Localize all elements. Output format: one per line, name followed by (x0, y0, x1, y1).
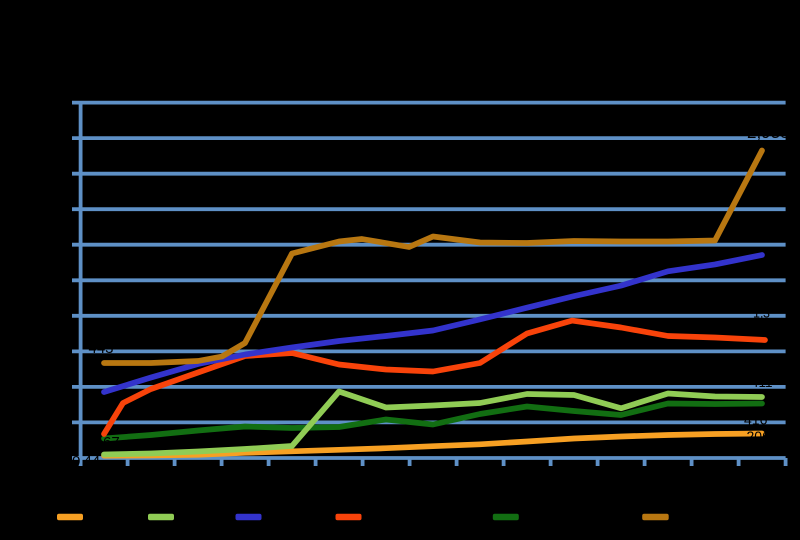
svg-text:1,: 1, (753, 306, 763, 320)
svg-text:416: 416 (744, 412, 768, 428)
svg-text:44: 44 (84, 453, 101, 470)
svg-text:411: 411 (751, 375, 773, 390)
svg-text:206: 206 (747, 428, 771, 444)
svg-text:67: 67 (103, 434, 120, 451)
svg-text:443: 443 (89, 340, 114, 357)
svg-text:2,938: 2,938 (747, 123, 790, 142)
svg-text:3: 3 (763, 306, 770, 320)
svg-text:0: 0 (72, 453, 80, 470)
